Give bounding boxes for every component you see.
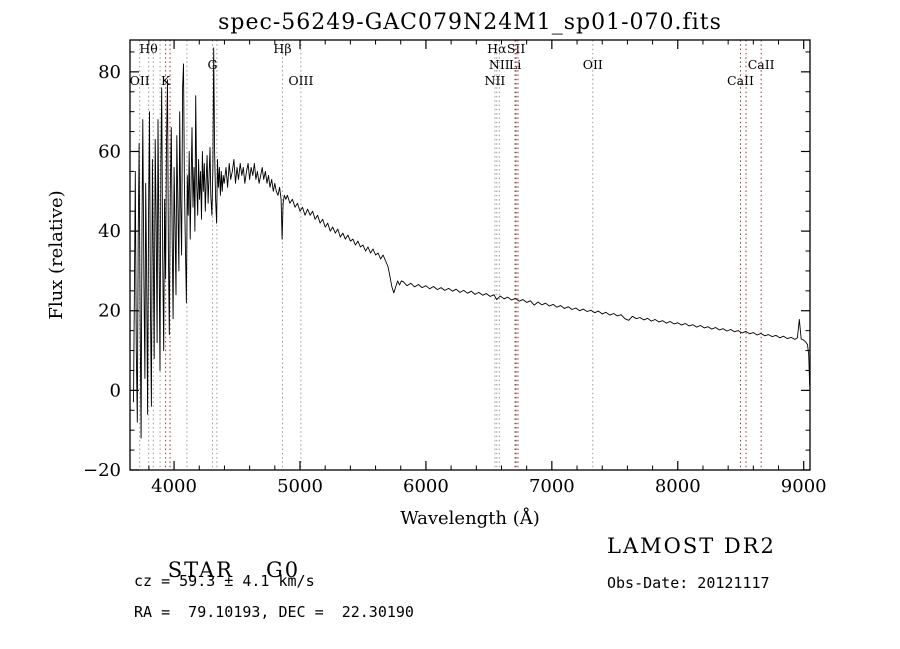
obs-date: Obs-Date: 20121117 xyxy=(607,574,770,592)
y-tick-label: 20 xyxy=(98,301,121,322)
y-tick-label: 40 xyxy=(98,221,121,242)
classification-line: STAR G0 xyxy=(133,534,300,606)
y-axis-label: Flux (relative) xyxy=(46,190,67,319)
spectrum-trace xyxy=(133,47,810,439)
spectral-line-label: Li xyxy=(509,57,521,72)
plot-title: spec-56249-GAC079N24M1_sp01-070.fits xyxy=(218,10,722,35)
y-tick-label: −20 xyxy=(83,460,121,481)
x-tick-label: 4000 xyxy=(151,476,197,497)
spectral-line-label: SII xyxy=(507,41,526,56)
spectral-line-label: Hα xyxy=(487,41,507,56)
radec-value: RA = 79.10193, DEC = 22.30190 xyxy=(134,603,414,621)
x-tick-label: 6000 xyxy=(403,476,449,497)
y-tick-label: 80 xyxy=(98,62,121,83)
spectral-line-label: NII xyxy=(485,73,506,88)
spectral-line-label: CaII xyxy=(748,57,775,72)
subclass-label: G0 xyxy=(265,558,301,582)
spectral-line-label: G xyxy=(207,57,217,72)
cz-value: cz = 59.3 ± 4.1 km/s xyxy=(134,572,315,590)
spectral-line-label: CaII xyxy=(727,73,754,88)
y-tick-label: 60 xyxy=(98,141,121,162)
spectral-line-label: OII xyxy=(583,57,603,72)
y-tick-label: 0 xyxy=(110,380,121,401)
x-tick-label: 8000 xyxy=(655,476,701,497)
plot-frame xyxy=(129,39,811,471)
spectral-line-label: K xyxy=(161,73,171,88)
x-tick-label: 9000 xyxy=(781,476,827,497)
spectral-line-label: Hβ xyxy=(273,41,291,56)
spectral-line-label: OII xyxy=(130,73,150,88)
class-label: STAR xyxy=(167,558,234,582)
x-axis-label: Wavelength (Å) xyxy=(400,507,540,529)
x-tick-label: 5000 xyxy=(277,476,323,497)
spectral-line-label: NII xyxy=(489,57,510,72)
x-tick-label: 7000 xyxy=(529,476,575,497)
survey-label: LAMOST DR2 xyxy=(607,534,776,558)
spectral-line-label: OIII xyxy=(288,73,313,88)
